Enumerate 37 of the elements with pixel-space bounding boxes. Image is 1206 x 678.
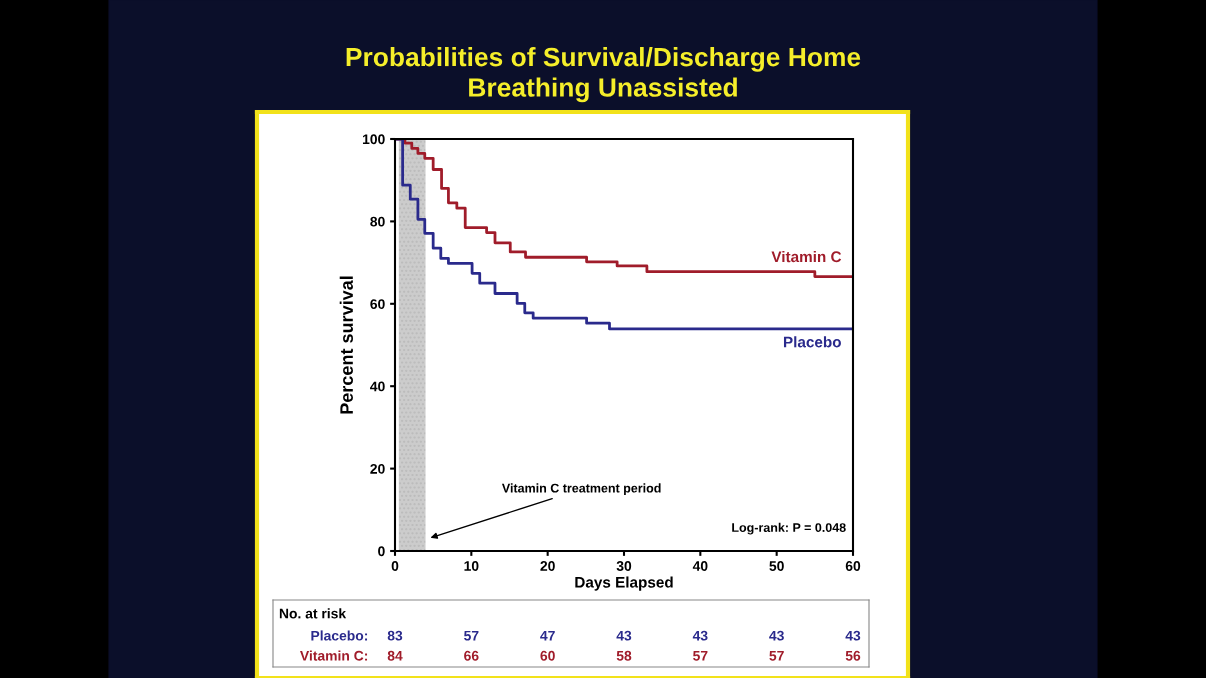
text: 56 bbox=[845, 650, 861, 661]
x-tick-label: 60 bbox=[845, 561, 861, 571]
text: Placebo: bbox=[311, 630, 368, 641]
x-tick-label: 50 bbox=[769, 561, 784, 571]
band-label: Vitamin C treatment period bbox=[501, 483, 661, 496]
text: 84 bbox=[387, 650, 403, 661]
series-label: Vitamin C bbox=[771, 250, 842, 263]
text: Vitamin C: bbox=[300, 650, 368, 661]
text: 60 bbox=[540, 650, 555, 661]
x-tick-label: 20 bbox=[540, 561, 555, 571]
text: 43 bbox=[845, 630, 861, 641]
y-tick-label: 20 bbox=[370, 463, 385, 474]
text: No. at risk bbox=[279, 608, 347, 619]
annotation: Log-rank: P = 0.048 bbox=[732, 522, 846, 535]
text: 43 bbox=[692, 630, 708, 641]
text: 58 bbox=[616, 650, 632, 661]
text: 43 bbox=[616, 630, 632, 641]
text: 83 bbox=[387, 630, 403, 641]
y-tick-label: 80 bbox=[370, 216, 385, 227]
y-axis-title: Percent survival bbox=[339, 276, 353, 414]
text: 43 bbox=[769, 630, 784, 641]
chart-title: Probabilities of Survival/Discharge Home Breathing Unassisted bbox=[346, 47, 861, 103]
x-tick-label: 40 bbox=[692, 561, 708, 571]
series-label: Placebo bbox=[783, 336, 841, 348]
x-tick-label: 10 bbox=[464, 561, 479, 571]
x-tick-label: 30 bbox=[616, 561, 632, 571]
y-tick-label: 40 bbox=[370, 381, 385, 392]
y-tick-label: 60 bbox=[370, 299, 385, 309]
text: 57 bbox=[693, 650, 708, 661]
y-tick-label: 0 bbox=[378, 546, 385, 557]
text: 47 bbox=[540, 630, 555, 641]
text: 66 bbox=[464, 650, 479, 661]
x-tick-label: 0 bbox=[391, 561, 399, 571]
text: 57 bbox=[769, 650, 784, 661]
text: 57 bbox=[464, 630, 479, 641]
y-tick-label: 100 bbox=[362, 134, 385, 145]
x-axis-title: Days Elapsed bbox=[575, 576, 673, 591]
